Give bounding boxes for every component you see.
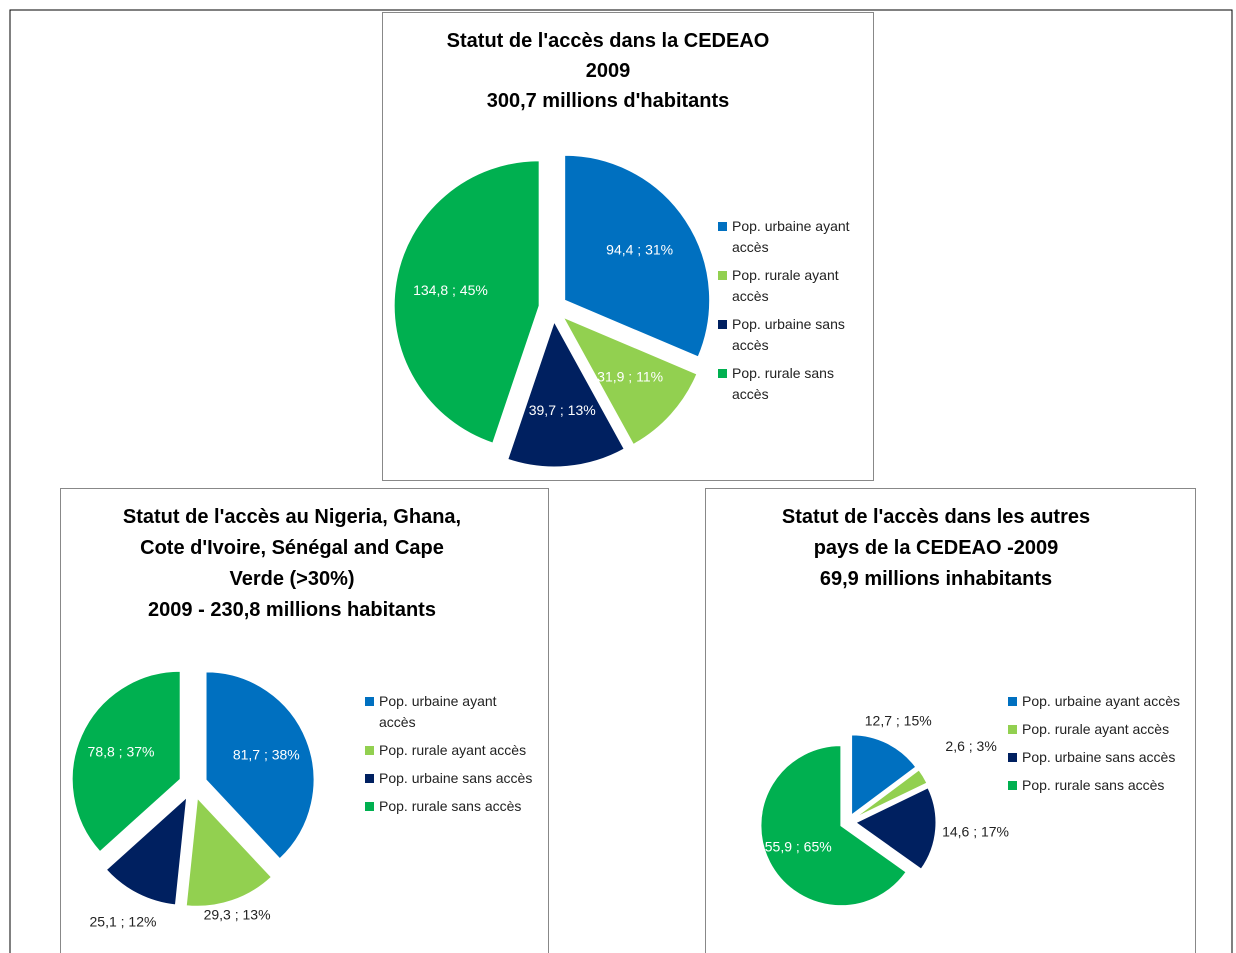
legend-swatch [365,774,374,783]
data-label: 31,9 ; 11% [597,368,663,384]
legend-label: Pop. urbaine sans accès [379,770,533,786]
legend-swatch [1008,697,1017,706]
legend-item: Pop. urbaine sans accès [365,768,535,789]
chart-title: Cote d'Ivoire, Sénégal and Cape [140,537,444,559]
legend-item: Pop. urbaine ayant accès [365,691,535,733]
data-label: 39,7 ; 13% [529,402,596,418]
pie-slice [393,160,540,444]
legend-item: Pop. urbaine sans accès [718,314,868,356]
legend-label: Pop. urbaine sans accès [732,316,845,353]
chart-title: 2009 - 230,8 millions habitants [148,599,436,621]
data-label: 81,7 ; 38% [233,747,300,763]
pie-slice [851,734,917,816]
legend-label: Pop. rurale sans accès [1022,777,1165,793]
data-label: 94,4 ; 31% [606,241,673,257]
legend-label: Pop. urbaine ayant accès [1022,693,1180,709]
legend-item: Pop. rurale sans accès [1008,775,1193,796]
legend-swatch [1008,725,1017,734]
pie-slice [564,154,711,358]
legend-item: Pop. urbaine ayant accès [718,216,868,258]
legend-label: Pop. urbaine sans accès [1022,749,1176,765]
legend-label: Pop. urbaine ayant accès [732,218,850,255]
pie-slice [854,787,937,870]
legend: Pop. urbaine ayant accès Pop. rurale ayan… [365,691,535,824]
chart-title: 300,7 millions d'habitants [486,90,730,112]
legend-swatch [718,369,727,378]
legend-swatch [365,802,374,811]
pie-slice [205,671,315,860]
data-label: 25,1 ; 12% [90,913,157,929]
pie-slice [105,796,188,906]
legend-swatch [718,222,727,231]
data-label: 134,8 ; 45% [413,282,488,298]
legend-item: Pop. urbaine ayant accès [1008,691,1193,712]
pie-slice [507,320,625,468]
chart-title: Statut de l'accès au Nigeria, Ghana, [122,506,462,528]
legend-item: Pop. urbaine sans accès [1008,747,1193,768]
chart-title: 69,9 millions inhabitants [819,568,1053,590]
data-label: 12,7 ; 15% [865,713,932,729]
pie-slice [71,670,181,853]
data-label: 29,3 ; 13% [204,907,271,923]
legend-swatch [1008,781,1017,790]
legend-label: Pop. rurale sans accès [379,798,522,814]
pie-slice [854,769,928,819]
legend-item: Pop. rurale ayant accès [1008,719,1193,740]
legend-label: Pop. urbaine ayant accès [379,693,497,730]
chart-title: Statut de l'accès dans les autres [781,506,1091,528]
pie-slice [562,316,698,446]
outer-frame [9,9,1233,953]
legend-label: Pop. rurale sans accès [732,365,834,402]
chart-title: Verde (>30%) [229,568,355,590]
chart-title: pays de la CEDEAO -2009 [813,537,1059,559]
data-label: 14,6 ; 17% [942,823,1009,839]
legend-swatch [365,697,374,706]
pie-slice [760,745,907,907]
legend-label: Pop. rurale ayant accès [1022,721,1170,737]
data-label: 2,6 ; 3% [945,738,996,754]
legend-swatch [718,320,727,329]
legend-label: Pop. rurale ayant accès [732,267,839,304]
legend-item: Pop. rurale ayant accès [718,265,868,307]
legend: Pop. urbaine ayant accès Pop. rurale ayan… [718,216,868,412]
legend-swatch [1008,753,1017,762]
legend-swatch [718,271,727,280]
legend-item: Pop. rurale ayant accès [365,740,535,761]
chart-title: 2009 [585,60,631,82]
pie-slice [185,797,273,907]
legend-item: Pop. rurale sans accès [365,796,535,817]
data-label: 55,9 ; 65% [765,838,832,854]
data-label: 78,8 ; 37% [88,744,155,760]
legend: Pop. urbaine ayant accès Pop. rurale ayan… [1008,691,1193,803]
legend-label: Pop. rurale ayant accès [379,742,527,758]
chart-title: Statut de l'accès dans la CEDEAO [446,30,770,52]
legend-swatch [365,746,374,755]
legend-item: Pop. rurale sans accès [718,363,868,405]
